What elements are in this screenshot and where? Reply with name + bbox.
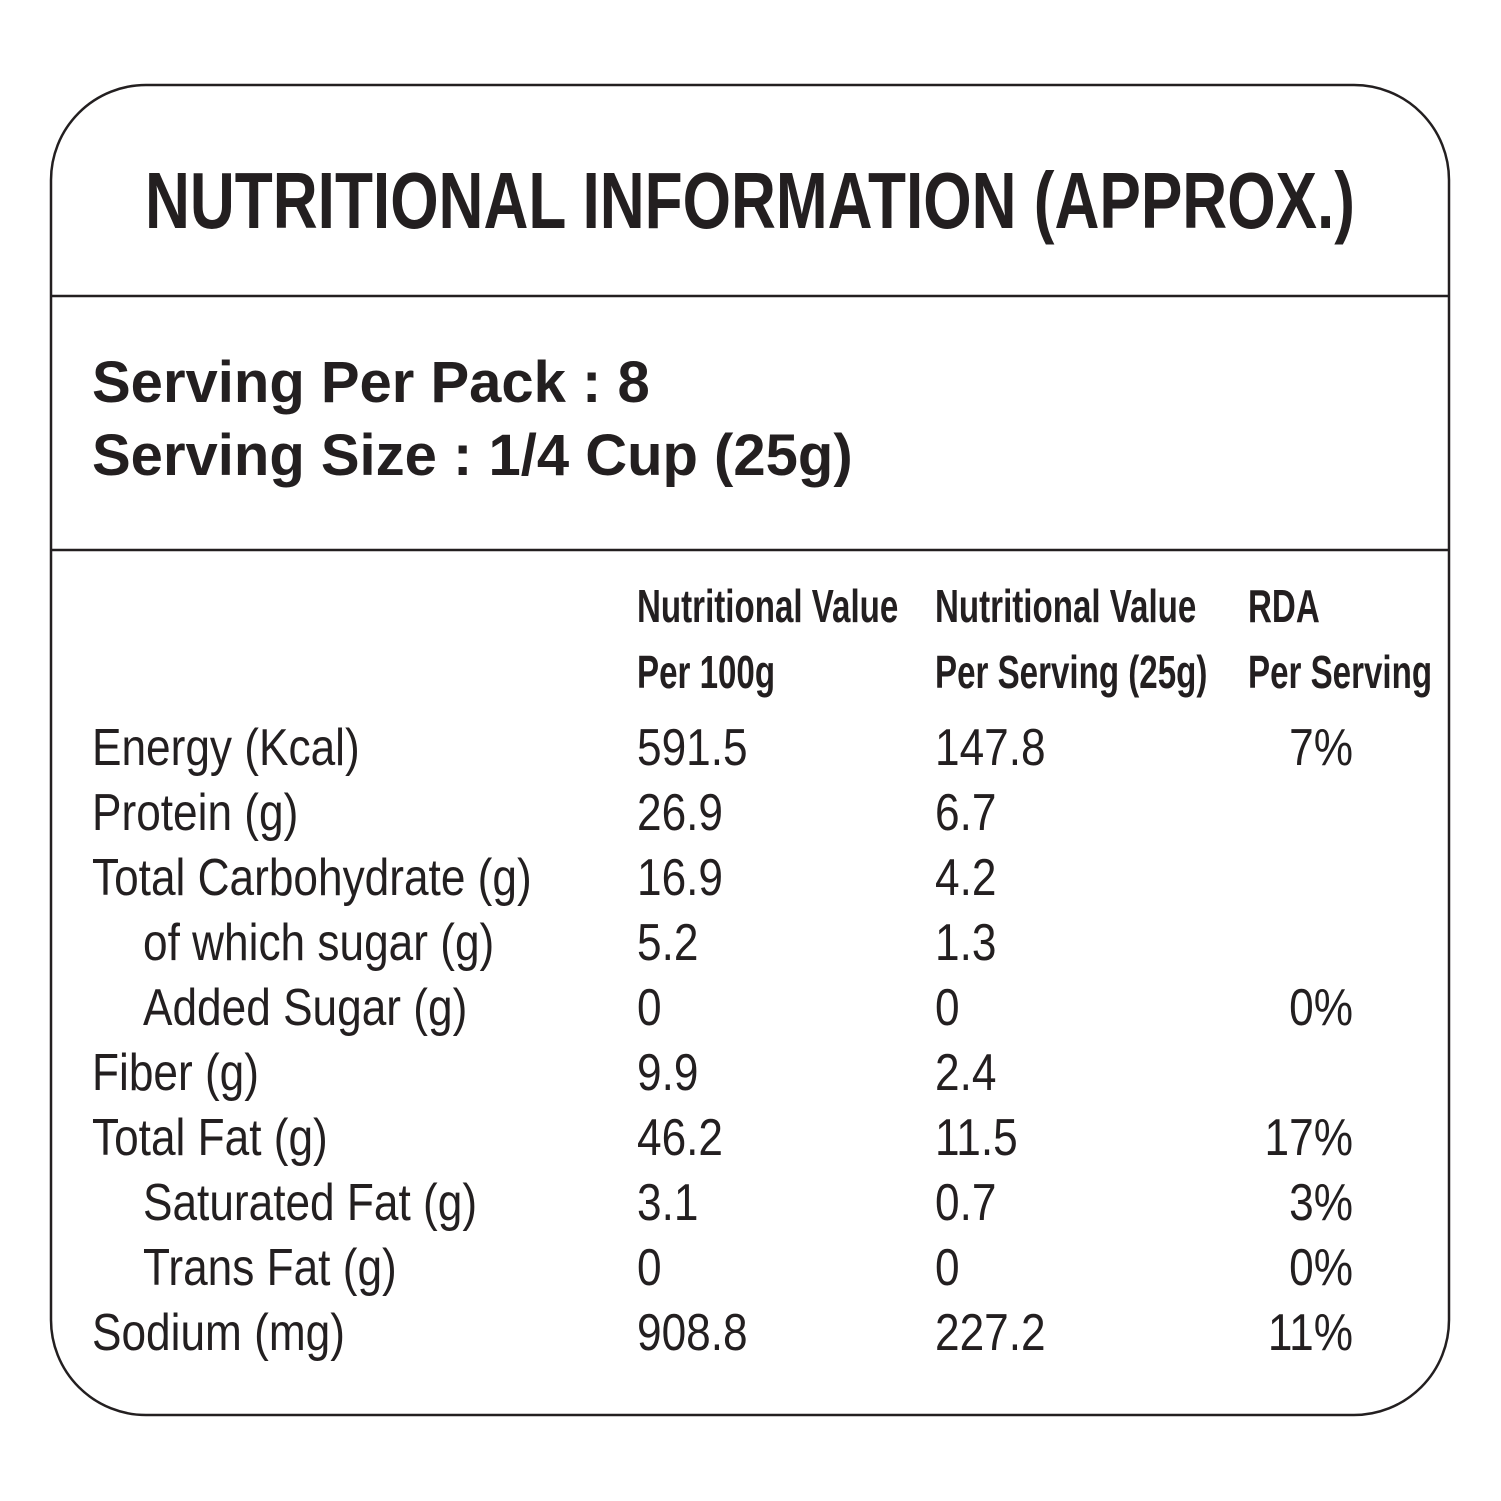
serving-line: Serving Per Pack : 8 xyxy=(92,350,650,415)
label-border xyxy=(49,83,1451,1417)
rda-value: 0% xyxy=(1289,979,1353,1037)
nutrient-name: Protein (g) xyxy=(92,784,298,842)
value-per-serving: 0 xyxy=(935,979,960,1037)
column-header: RDA xyxy=(1248,582,1320,632)
column-header: Per Serving xyxy=(1248,648,1432,698)
value-per-100g: 16.9 xyxy=(637,849,723,907)
value-per-100g: 9.9 xyxy=(637,1044,698,1102)
value-per-100g: 3.1 xyxy=(637,1174,698,1232)
value-per-serving: 2.4 xyxy=(935,1044,996,1102)
value-per-100g: 46.2 xyxy=(637,1109,723,1167)
column-header: Nutritional Value xyxy=(935,582,1196,632)
value-per-serving: 4.2 xyxy=(935,849,996,907)
value-per-serving: 11.5 xyxy=(935,1109,1018,1167)
value-per-100g: 591.5 xyxy=(637,719,748,777)
nutrient-name: of which sugar (g) xyxy=(143,914,494,972)
value-per-100g: 26.9 xyxy=(637,784,723,842)
nutrient-name: Fiber (g) xyxy=(92,1044,259,1102)
rda-value: 3% xyxy=(1289,1174,1353,1232)
nutrient-name: Energy (Kcal) xyxy=(92,719,360,777)
value-per-100g: 0 xyxy=(637,1239,662,1297)
nutrient-name: Added Sugar (g) xyxy=(143,979,467,1037)
value-per-serving: 0.7 xyxy=(935,1174,996,1232)
column-header: Per 100g xyxy=(637,648,775,698)
value-per-100g: 908.8 xyxy=(637,1304,748,1362)
value-per-serving: 147.8 xyxy=(935,719,1046,777)
value-per-100g: 0 xyxy=(637,979,662,1037)
nutrient-name: Sodium (mg) xyxy=(92,1304,345,1362)
value-per-serving: 227.2 xyxy=(935,1304,1046,1362)
nutrient-name: Saturated Fat (g) xyxy=(143,1174,477,1232)
rda-value: 7% xyxy=(1289,719,1353,777)
column-header: Nutritional Value xyxy=(637,582,898,632)
value-per-serving: 6.7 xyxy=(935,784,996,842)
nutrient-name: Total Carbohydrate (g) xyxy=(92,849,532,907)
value-per-serving: 1.3 xyxy=(935,914,996,972)
value-per-100g: 5.2 xyxy=(637,914,698,972)
nutrient-name: Total Fat (g) xyxy=(92,1109,328,1167)
value-per-serving: 0 xyxy=(935,1239,960,1297)
serving-line: Serving Size : 1/4 Cup (25g) xyxy=(92,423,853,488)
rda-value: 0% xyxy=(1289,1239,1353,1297)
rda-value: 11% xyxy=(1268,1304,1353,1362)
title: NUTRITIONAL INFORMATION (APPROX.) xyxy=(145,156,1355,245)
column-header: Per Serving (25g) xyxy=(935,648,1207,698)
nutrient-name: Trans Fat (g) xyxy=(143,1239,397,1297)
rda-value: 17% xyxy=(1265,1109,1353,1167)
